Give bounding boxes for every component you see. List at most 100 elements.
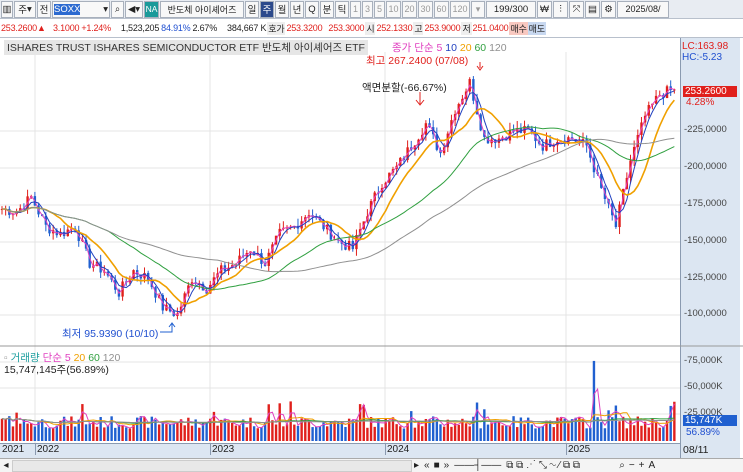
scroll-left-icon[interactable]: ◂ [3, 460, 9, 471]
volume-bar [136, 417, 139, 441]
y-tick: -100,0000 [684, 308, 727, 319]
period-minute[interactable]: 분 [320, 0, 334, 18]
date-2024: 2024 [385, 444, 410, 455]
scrollbar[interactable] [12, 459, 412, 472]
count-value: 199 [493, 3, 510, 15]
crosshair-icon[interactable]: ⤧ [569, 0, 584, 18]
interval-10[interactable]: 10 [386, 0, 401, 18]
volume-bar [256, 428, 259, 441]
volume-bar [570, 419, 574, 441]
zoom-slider[interactable]: ——┤—— [454, 460, 502, 471]
sell-button[interactable]: 매도 [527, 21, 546, 35]
market-select[interactable]: 주 ▾ [14, 0, 36, 18]
period-day[interactable]: 일 [245, 0, 259, 18]
interval-3[interactable]: 3 [362, 0, 373, 18]
layout-icon[interactable]: ▥ [1, 0, 13, 18]
volume-bar [179, 419, 183, 441]
interval-5[interactable]: 5 [374, 0, 385, 18]
interval-dropdown[interactable]: ▾ [471, 0, 485, 18]
magnifier-icon[interactable]: ⌕ [619, 460, 625, 471]
volume-bar [329, 421, 333, 441]
volume-bar [581, 418, 585, 441]
legend-ma20: 20 [459, 42, 472, 54]
volume-bar [402, 428, 406, 441]
volume-bar [88, 423, 91, 441]
volume-bar [669, 405, 672, 441]
count-input[interactable]: 199/300 [486, 0, 536, 18]
play-icon[interactable]: ▸ [414, 460, 420, 471]
volume-bar [413, 427, 417, 441]
volume-bar [417, 420, 420, 441]
currency-icon[interactable]: ₩ [537, 0, 552, 18]
rewind-icon[interactable]: « [424, 460, 430, 471]
date-right: 08/11 [683, 444, 709, 456]
volume-bar [421, 426, 424, 441]
legend-ma120: 120 [489, 42, 507, 54]
volume-bar [274, 424, 278, 441]
stop-icon[interactable]: ■ [433, 460, 440, 471]
volume-legend-marker: ▫ [4, 352, 8, 364]
volume-bar [373, 426, 376, 441]
text-icon[interactable]: A [648, 460, 656, 471]
buy-button[interactable]: 매수 [509, 21, 528, 35]
high-label: 고 [413, 21, 424, 35]
volume-bar [548, 420, 552, 441]
bid-price: 253.3000 [328, 23, 365, 33]
volume-bar [369, 417, 373, 441]
ma-line [1, 126, 675, 290]
fast-forward-icon[interactable]: » [443, 460, 450, 471]
volume-current-pct: 56.89% [686, 427, 720, 438]
volume-bar [600, 422, 603, 441]
volume-bar [263, 422, 267, 441]
date-input[interactable]: 2025/08/ [617, 0, 669, 18]
volume-bar [526, 417, 530, 441]
volume-bar [486, 424, 490, 441]
search-icon[interactable]: ⌕ [111, 0, 124, 18]
volume-bar [285, 424, 289, 441]
volume-bar [260, 427, 263, 441]
volume-bar [293, 424, 296, 441]
volume-bar [44, 427, 48, 441]
candle-icon[interactable]: ⫶ [553, 0, 568, 18]
volume-y-tick: -25,000K [684, 407, 723, 418]
volume-bar [183, 425, 186, 441]
volume-bar [621, 416, 625, 441]
volume-bar [472, 416, 475, 441]
volume-bar [110, 416, 113, 441]
low-arrow [160, 322, 176, 333]
interval-120[interactable]: 120 [450, 0, 470, 18]
gear-icon[interactable]: ⚙ [601, 0, 616, 18]
interval-30[interactable]: 30 [418, 0, 433, 18]
y-tick: -200,0000 [684, 161, 727, 172]
period-week[interactable]: 주 [260, 0, 274, 18]
volume-legend-ma: 단순 [42, 352, 62, 364]
period-month[interactable]: 월 [275, 0, 289, 18]
period-year[interactable]: 년 [290, 0, 304, 18]
interval-20[interactable]: 20 [402, 0, 417, 18]
symbol-input[interactable]: SOXX ▾ [52, 0, 110, 18]
period-quarter[interactable]: Q [305, 0, 319, 18]
volume-bar [121, 425, 124, 441]
split-annotation: 액면분할(-66.67%) [362, 82, 447, 94]
code-all-button[interactable]: 전 [37, 0, 51, 18]
zoom-in-icon[interactable]: + [638, 460, 645, 471]
period-tick[interactable]: 틱 [335, 0, 349, 18]
volume-y-tick: -75,000K [684, 355, 723, 366]
speaker-icon[interactable]: ◀▾ [125, 0, 143, 18]
interval-60[interactable]: 60 [434, 0, 449, 18]
save-icon[interactable]: ▤ [585, 0, 600, 18]
zoom-out-icon[interactable]: − [628, 460, 635, 471]
volume-bar [190, 425, 194, 441]
volume-ma-line [1, 417, 675, 424]
volume-bar [468, 426, 471, 441]
high-arrow [476, 62, 484, 71]
volume-bar [457, 424, 460, 441]
tool-icons[interactable]: ⧉ ⧉ ⋰ ⤡ ∿ ⁄ ⧉ ⧉ [506, 460, 581, 471]
volume-bar [366, 427, 369, 441]
volume-bar [501, 425, 504, 441]
volume-bar [125, 427, 128, 441]
volume-bar [132, 424, 135, 441]
chart-panel [0, 38, 743, 472]
interval-1[interactable]: 1 [350, 0, 361, 18]
volume-bar [574, 417, 577, 441]
